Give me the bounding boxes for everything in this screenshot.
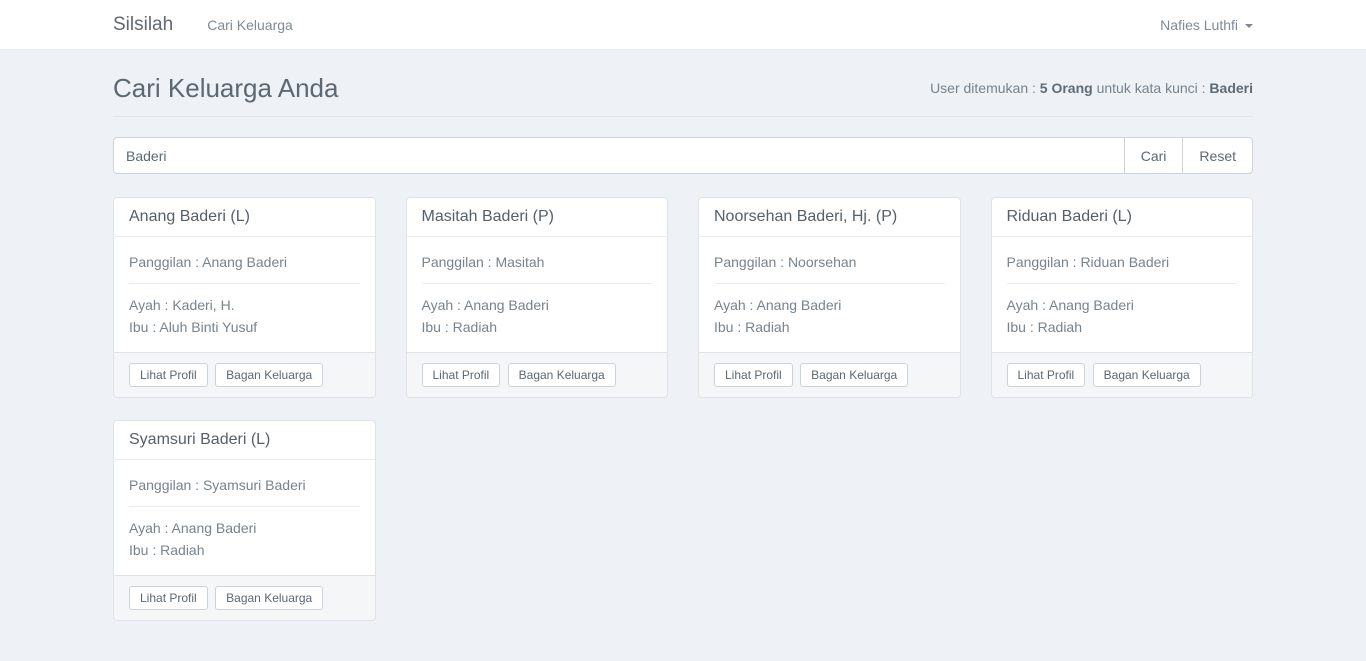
ayah-line: Ayah : Anang Baderi xyxy=(129,520,257,536)
user-dropdown[interactable]: Nafies Luthfi xyxy=(1160,17,1253,33)
person-card-title: Anang Baderi (L) xyxy=(114,198,375,237)
lihat-profil-button[interactable]: Lihat Profil xyxy=(714,363,793,387)
ibu-line: Ibu : Radiah xyxy=(714,319,790,335)
result-status: User ditemukan : 5 Orang untuk kata kunc… xyxy=(930,80,1253,96)
ibu-line: Ibu : Radiah xyxy=(129,542,205,558)
person-card-body: Panggilan : Riduan Baderi Ayah : Anang B… xyxy=(992,237,1253,352)
ibu-line: Ibu : Radiah xyxy=(421,319,498,335)
search-input[interactable] xyxy=(113,137,1125,174)
lihat-profil-button[interactable]: Lihat Profil xyxy=(1006,363,1086,387)
ayah-line: Ayah : Anang Baderi xyxy=(714,297,842,313)
lihat-profil-button[interactable]: Lihat Profil xyxy=(129,586,208,610)
ibu-line: Ibu : Radiah xyxy=(1006,319,1083,335)
results-grid: Anang Baderi (L) Panggilan : Anang Bader… xyxy=(113,197,1253,661)
result-status-count: 5 Orang xyxy=(1039,80,1093,96)
person-card-title: Masitah Baderi (P) xyxy=(406,198,667,237)
bagan-keluarga-button[interactable]: Bagan Keluarga xyxy=(800,363,909,387)
person-card-title: Syamsuri Baderi (L) xyxy=(114,421,375,460)
person-card-footer: Lihat Profil Bagan Keluarga xyxy=(699,352,960,397)
person-card-footer: Lihat Profil Bagan Keluarga xyxy=(406,352,667,397)
bagan-keluarga-button[interactable]: Bagan Keluarga xyxy=(507,363,616,387)
page-title: Cari Keluarga Anda xyxy=(113,73,339,103)
ibu-line: Ibu : Aluh Binti Yusuf xyxy=(129,319,258,335)
person-card-body: Panggilan : Masitah Ayah : Anang Baderi … xyxy=(407,237,668,352)
ayah-line: Ayah : Kaderi, H. xyxy=(129,297,235,313)
panggilan-line: Panggilan : Anang Baderi xyxy=(129,254,288,270)
person-card-footer: Lihat Profil Bagan Keluarga xyxy=(114,352,375,397)
person-card-title: Noorsehan Baderi, Hj. (P) xyxy=(699,198,960,237)
ayah-line: Ayah : Anang Baderi xyxy=(421,297,549,313)
reset-button[interactable]: Reset xyxy=(1182,137,1253,174)
navbar: Silsilah Cari Keluarga Nafies Luthfi xyxy=(0,0,1366,50)
bagan-keluarga-button[interactable]: Bagan Keluarga xyxy=(215,363,324,387)
person-card: Anang Baderi (L) Panggilan : Anang Bader… xyxy=(113,197,376,398)
divider xyxy=(714,283,945,284)
bagan-keluarga-button[interactable]: Bagan Keluarga xyxy=(215,586,324,610)
panggilan-line: Panggilan : Syamsuri Baderi xyxy=(129,477,306,493)
result-status-prefix: User ditemukan : xyxy=(930,80,1040,96)
main-content: Cari Keluarga Anda User ditemukan : 5 Or… xyxy=(98,50,1268,661)
result-status-keyword: Baderi xyxy=(1209,80,1253,96)
person-card: Noorsehan Baderi, Hj. (P) Panggilan : No… xyxy=(698,197,961,398)
bagan-keluarga-button[interactable]: Bagan Keluarga xyxy=(1092,363,1201,387)
nav-item-cari-keluarga[interactable]: Cari Keluarga xyxy=(207,17,293,33)
divider xyxy=(129,283,360,284)
panggilan-line: Panggilan : Masitah xyxy=(421,254,545,270)
person-card-body: Panggilan : Syamsuri Baderi Ayah : Anang… xyxy=(114,460,375,575)
cari-button[interactable]: Cari xyxy=(1123,137,1184,174)
ayah-line: Ayah : Anang Baderi xyxy=(1006,297,1134,313)
brand-link[interactable]: Silsilah xyxy=(113,14,174,35)
person-card-body: Panggilan : Anang Baderi Ayah : Kaderi, … xyxy=(114,237,375,352)
search-form: Cari Reset xyxy=(113,137,1253,174)
lihat-profil-button[interactable]: Lihat Profil xyxy=(129,363,208,387)
user-dropdown-label: Nafies Luthfi xyxy=(1160,17,1238,33)
person-card-footer: Lihat Profil Bagan Keluarga xyxy=(114,575,375,620)
divider xyxy=(421,283,652,284)
page-header: Cari Keluarga Anda User ditemukan : 5 Or… xyxy=(113,50,1253,117)
person-card-title: Riduan Baderi (L) xyxy=(991,198,1252,237)
person-card-body: Panggilan : Noorsehan Ayah : Anang Bader… xyxy=(699,237,960,352)
person-card: Syamsuri Baderi (L) Panggilan : Syamsuri… xyxy=(113,420,376,621)
person-card-footer: Lihat Profil Bagan Keluarga xyxy=(991,352,1252,397)
lihat-profil-button[interactable]: Lihat Profil xyxy=(421,363,501,387)
panggilan-line: Panggilan : Riduan Baderi xyxy=(1006,254,1170,270)
divider xyxy=(129,506,360,507)
caret-down-icon xyxy=(1245,24,1253,28)
person-card: Riduan Baderi (L) Panggilan : Riduan Bad… xyxy=(990,197,1253,398)
person-card: Masitah Baderi (P) Panggilan : Masitah A… xyxy=(405,197,668,398)
panggilan-line: Panggilan : Noorsehan xyxy=(714,254,857,270)
divider xyxy=(1006,283,1237,284)
result-status-middle: untuk kata kunci : xyxy=(1096,80,1210,96)
